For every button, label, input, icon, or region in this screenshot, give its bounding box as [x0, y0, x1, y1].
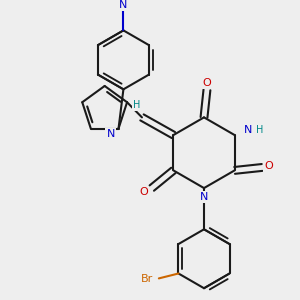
- Text: O: O: [202, 78, 211, 88]
- Text: H: H: [134, 100, 141, 110]
- Text: N: N: [119, 0, 128, 10]
- Text: O: O: [140, 187, 148, 197]
- Text: Br: Br: [141, 274, 153, 284]
- Text: N: N: [244, 125, 253, 135]
- Text: N: N: [200, 192, 208, 202]
- Text: O: O: [265, 161, 273, 172]
- Text: H: H: [256, 125, 264, 135]
- Text: N: N: [106, 130, 115, 140]
